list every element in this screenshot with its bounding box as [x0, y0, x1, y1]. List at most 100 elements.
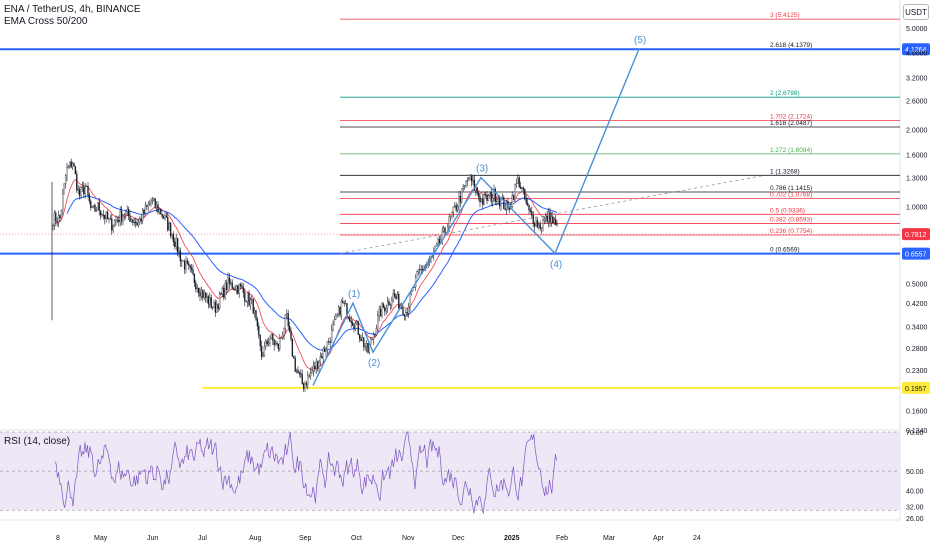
candle-body: [517, 177, 519, 184]
candle-body: [503, 197, 505, 209]
candle-body: [398, 294, 400, 309]
candle-body: [230, 282, 232, 284]
price-tick-label: 0.4200: [906, 301, 928, 308]
candle-body: [73, 163, 75, 167]
candle-body: [552, 216, 554, 224]
candle-body: [71, 163, 74, 168]
candle-body: [189, 265, 191, 268]
time-axis[interactable]: 8 May Jun Jul Aug Sep Oct Nov Dec 2025 Feb Mar Apr 24: [56, 535, 701, 542]
candle-body: [546, 215, 548, 222]
candle-body: [119, 210, 121, 223]
candle-body: [377, 315, 379, 329]
candle-body: [160, 209, 162, 215]
candle-body: [535, 220, 537, 227]
candle-body: [540, 227, 543, 229]
candle-body: [385, 307, 387, 312]
candle-body: [153, 198, 155, 201]
candle-body: [280, 337, 282, 339]
candle-body: [111, 218, 113, 231]
candle-body: [232, 288, 235, 290]
price-tag-label: 4.1264: [905, 47, 927, 54]
candle-body: [528, 204, 530, 211]
candle-body: [442, 227, 445, 232]
candle-body: [274, 343, 277, 346]
candle-body: [77, 189, 79, 191]
candle-body: [249, 299, 252, 306]
price-tick-label: 2.6000: [906, 99, 928, 106]
candle-body: [148, 203, 151, 205]
candle-body: [63, 183, 65, 195]
candle-body: [147, 204, 149, 207]
candle-body: [164, 215, 166, 219]
candle-body: [458, 195, 460, 207]
candle-body: [463, 185, 466, 187]
candle-body: [218, 293, 221, 309]
candle-body: [66, 167, 68, 176]
candle-body: [350, 320, 352, 323]
candle-body: [300, 373, 302, 375]
candle-body: [132, 219, 134, 223]
candle-body: [336, 314, 338, 316]
price-tick-label: 0.1340: [906, 428, 928, 435]
candle-body: [500, 198, 502, 207]
candle-body: [333, 319, 336, 325]
candle-body: [305, 382, 308, 385]
candle-body: [95, 210, 98, 212]
price-tick-label: 1.0000: [906, 205, 928, 212]
candle-body: [265, 340, 267, 347]
candle-body: [158, 209, 161, 213]
candle-body: [297, 369, 299, 373]
candle-body: [64, 175, 67, 184]
fib-level-label: 1.702 (2.1724): [770, 114, 812, 121]
candle-body: [539, 224, 541, 229]
candle-body: [392, 293, 394, 301]
candle-body: [514, 184, 516, 200]
candle-body: [237, 285, 239, 294]
candle-body: [416, 271, 418, 278]
candle-body: [393, 293, 396, 297]
candle-body: [182, 260, 184, 262]
candle-body: [468, 178, 470, 181]
price-tag-bg: [902, 381, 930, 394]
candle-body: [543, 219, 546, 221]
wave-label: (5): [634, 35, 646, 46]
candle-body: [255, 310, 257, 320]
price-tick-label: 2.0000: [906, 128, 928, 135]
candle-body: [146, 205, 148, 207]
price-axis[interactable]: 5.0000 4.0000 3.2000 2.6000 2.0000 1.6000 1.30…: [906, 26, 928, 523]
candle-body: [62, 193, 64, 211]
candle-body: [531, 211, 533, 216]
candle-body: [91, 206, 93, 208]
candle-body: [497, 198, 499, 202]
candle-body: [482, 198, 484, 205]
candle-body: [59, 215, 61, 219]
candle-body: [361, 337, 364, 342]
candle-body: [69, 161, 71, 167]
time-tick-label: Aug: [249, 535, 262, 542]
candle-body: [351, 322, 354, 326]
price-tick-label: 0.5000: [906, 282, 928, 289]
candle-body: [53, 212, 56, 226]
candle-body: [304, 382, 306, 389]
candle-body: [371, 338, 373, 340]
candle-body: [276, 343, 278, 345]
candle-body: [137, 221, 140, 226]
candle-body: [202, 290, 204, 298]
price-tick-label: 0.2300: [906, 368, 928, 375]
fib-level-label: 2.618 (4.1379): [770, 42, 812, 49]
candle-body: [298, 372, 301, 374]
time-tick-label: 24: [693, 535, 701, 542]
candle-body: [260, 345, 263, 357]
candle-body: [120, 210, 123, 222]
candle-body: [196, 287, 198, 290]
candle-body: [358, 334, 361, 339]
candle-body: [382, 303, 385, 308]
currency-badge[interactable]: USDT: [903, 4, 929, 20]
candle-body: [223, 287, 225, 298]
candle-body: [553, 220, 555, 224]
candles: [51, 158, 558, 393]
candle-body: [386, 300, 389, 309]
candle-body: [449, 215, 452, 217]
candle-body: [489, 191, 491, 196]
